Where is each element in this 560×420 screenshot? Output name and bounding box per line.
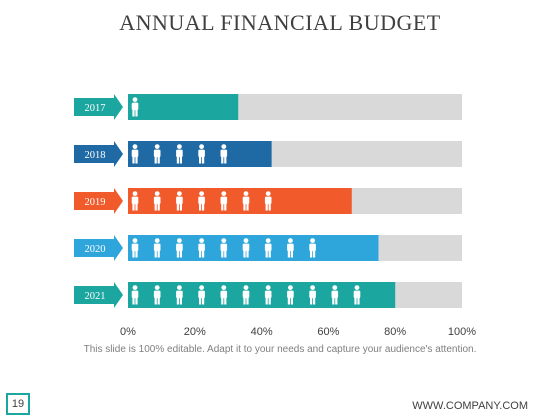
person-icon xyxy=(153,238,161,258)
year-arrow-2018 xyxy=(74,141,123,167)
year-arrow-2017 xyxy=(74,94,123,120)
person-icon xyxy=(309,285,316,305)
company-url: WWW.COMPANY.COM xyxy=(412,400,528,412)
person-icon xyxy=(264,238,272,258)
bar-2021 xyxy=(128,282,396,308)
person-icon xyxy=(153,285,161,305)
person-icon xyxy=(153,191,161,211)
person-icon xyxy=(287,285,294,305)
x-tick-label: 100% xyxy=(448,326,476,338)
person-icon xyxy=(220,144,228,164)
person-icon xyxy=(242,191,250,211)
x-tick-label: 40% xyxy=(251,326,273,338)
person-icon xyxy=(198,144,205,164)
x-tick-label: 0% xyxy=(120,326,136,338)
person-icon xyxy=(198,191,205,211)
person-icon xyxy=(131,238,139,258)
person-icon xyxy=(176,285,183,305)
person-icon xyxy=(131,144,139,164)
person-icon xyxy=(176,238,183,258)
person-icon xyxy=(264,285,272,305)
category-label: 2019 xyxy=(85,197,106,208)
bar-row-2017: 2017 xyxy=(74,94,462,120)
person-icon xyxy=(353,285,361,305)
bar-2017 xyxy=(128,94,239,120)
person-icon xyxy=(242,238,250,258)
year-arrow-2020 xyxy=(74,235,123,261)
x-tick-label: 60% xyxy=(317,326,339,338)
year-arrow-2021 xyxy=(74,282,123,308)
category-label: 2018 xyxy=(85,150,106,161)
person-icon xyxy=(331,285,339,305)
footnote-caption: This slide is 100% editable. Adapt it to… xyxy=(83,344,477,355)
slide-number: 19 xyxy=(6,393,30,415)
person-icon xyxy=(131,97,139,117)
x-tick-label: 20% xyxy=(184,326,206,338)
person-icon xyxy=(176,191,183,211)
bar-2019 xyxy=(128,188,352,214)
year-arrow-2019 xyxy=(74,188,123,214)
person-icon xyxy=(198,238,205,258)
bar-row-2018: 2018 xyxy=(74,141,462,167)
bar-row-2021: 2021 xyxy=(74,282,462,308)
category-label: 2021 xyxy=(85,291,106,302)
category-label: 2020 xyxy=(85,244,106,255)
person-icon xyxy=(198,285,205,305)
person-icon xyxy=(287,238,294,258)
person-icon xyxy=(153,144,161,164)
bar-row-2020: 2020 xyxy=(74,235,462,261)
person-icon xyxy=(131,285,139,305)
bar-2020 xyxy=(128,235,379,261)
person-icon xyxy=(131,191,139,211)
category-label: 2017 xyxy=(85,103,106,114)
person-icon xyxy=(264,191,272,211)
person-icon xyxy=(220,238,228,258)
bar-row-2019: 2019 xyxy=(74,188,462,214)
person-icon xyxy=(242,285,250,305)
person-icon xyxy=(309,238,316,258)
person-icon xyxy=(220,191,228,211)
person-icon xyxy=(220,285,228,305)
x-tick-label: 80% xyxy=(384,326,406,338)
chart-title: ANNUAL FINANCIAL BUDGET xyxy=(119,10,441,35)
person-icon xyxy=(176,144,183,164)
